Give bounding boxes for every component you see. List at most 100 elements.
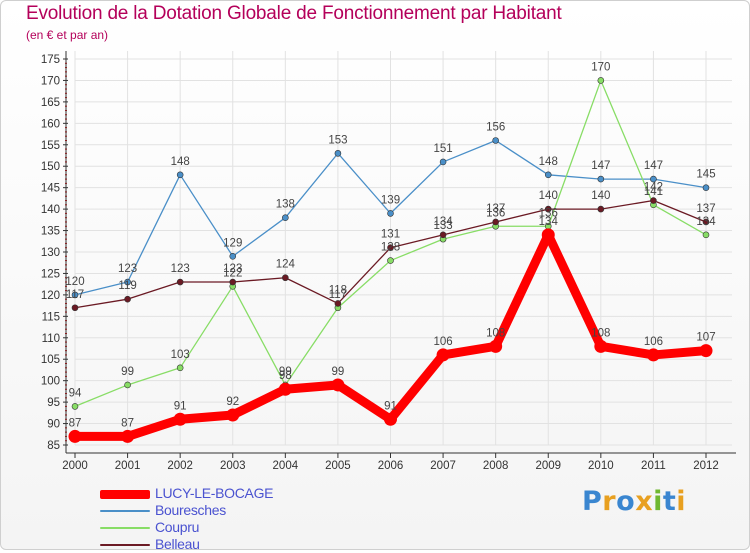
data-label: 170: [591, 61, 610, 73]
y-tick-label: 120: [41, 290, 60, 302]
data-point: [334, 300, 342, 307]
data-label: 124: [276, 259, 296, 271]
y-tick-label: 90: [47, 419, 60, 431]
data-point: [71, 403, 79, 410]
data-label: 151: [433, 143, 452, 155]
data-label: 140: [539, 190, 558, 202]
data-label: 91: [174, 400, 187, 412]
x-tick-label: 2004: [273, 460, 299, 472]
data-point: [544, 171, 552, 179]
data-label: 156: [486, 121, 505, 133]
data-label: 147: [644, 160, 663, 172]
data-label: 137: [486, 203, 505, 215]
data-label: 108: [591, 327, 610, 339]
data-label: 141: [644, 186, 663, 198]
data-label: 148: [171, 156, 190, 168]
data-point: [439, 231, 447, 239]
data-point: [387, 210, 394, 217]
data-point: [439, 158, 447, 166]
y-tick-label: 145: [41, 183, 60, 195]
data-label: 137: [696, 203, 715, 215]
logo-letter: x: [635, 486, 654, 517]
x-tick-label: 2008: [483, 460, 509, 472]
y-tick-label: 135: [41, 226, 60, 238]
logo-letter: o: [616, 486, 636, 517]
data-label: 138: [276, 199, 295, 211]
data-point: [492, 218, 499, 226]
y-tick-label: 160: [41, 118, 60, 130]
data-label: 99: [332, 366, 345, 378]
data-label: 87: [69, 417, 82, 429]
y-tick-label: 175: [41, 54, 60, 66]
data-point: [121, 429, 135, 443]
chart-subtitle: (en € et par an): [26, 28, 109, 42]
grid: [74, 51, 732, 446]
data-point: [646, 348, 660, 362]
legend-swatch: [100, 490, 150, 499]
data-label: 108: [486, 327, 505, 339]
data-label: 117: [66, 289, 84, 301]
x-tick-label: 2003: [220, 460, 246, 472]
data-point: [544, 205, 552, 213]
y-tick-label: 165: [41, 97, 60, 109]
data-label: 136: [486, 207, 505, 219]
data-label: 123: [118, 263, 137, 275]
logo-letter: r: [602, 486, 617, 517]
data-point: [173, 412, 187, 426]
x-tick-label: 2001: [115, 460, 141, 472]
data-point: [71, 304, 79, 312]
data-point: [702, 218, 710, 226]
data-point: [282, 214, 289, 221]
data-point: [650, 175, 657, 183]
x-tick-label: 2007: [430, 460, 456, 472]
proxiti-logo: Proxiti: [582, 486, 686, 517]
y-tick-label: 125: [41, 268, 60, 280]
data-point: [492, 137, 499, 144]
data-label: 136: [539, 207, 558, 219]
data-point: [229, 252, 237, 260]
data-label: 119: [118, 280, 136, 292]
data-label: 139: [381, 194, 400, 206]
data-point: [278, 382, 292, 396]
y-tick-label: 100: [41, 376, 60, 388]
data-label: 140: [591, 190, 610, 202]
data-point: [384, 412, 397, 426]
y-tick-label: 155: [41, 140, 60, 152]
data-point: [68, 429, 82, 443]
legend-swatch: [100, 544, 150, 546]
data-point: [71, 291, 79, 299]
data-point: [597, 175, 605, 183]
legend-label: Coupru: [155, 519, 200, 535]
data-point: [702, 184, 710, 191]
data-point: [124, 295, 131, 303]
data-label: 134: [696, 216, 716, 228]
data-label: 99: [279, 366, 292, 378]
data-label: 123: [171, 263, 190, 275]
data-label: 106: [433, 336, 452, 348]
data-point: [176, 364, 184, 372]
data-point: [124, 381, 131, 389]
x-tick-label: 2010: [588, 460, 614, 472]
y-tick-label: 115: [42, 311, 60, 323]
data-label: 131: [381, 229, 400, 241]
y-tick-label: 110: [42, 333, 60, 345]
data-label: 120: [65, 276, 84, 288]
y-tick-label: 150: [41, 161, 60, 173]
data-label: 133: [433, 220, 452, 232]
x-tick-label: 2006: [378, 460, 404, 472]
data-label: 99: [121, 366, 134, 378]
data-label: 123: [223, 263, 242, 275]
x-tick-label: 2002: [167, 460, 193, 472]
data-point: [282, 274, 289, 282]
data-label: 107: [696, 332, 715, 344]
chart-title: Evolution de la Dotation Globale de Fonc…: [26, 3, 562, 24]
logo-letter: i: [653, 486, 663, 517]
data-point: [387, 257, 394, 264]
logo-letter: t: [662, 486, 677, 517]
data-label: 153: [328, 134, 347, 146]
data-point: [699, 344, 713, 358]
data-point: [176, 171, 184, 179]
data-point: [541, 228, 555, 242]
data-label: 134: [539, 216, 559, 228]
